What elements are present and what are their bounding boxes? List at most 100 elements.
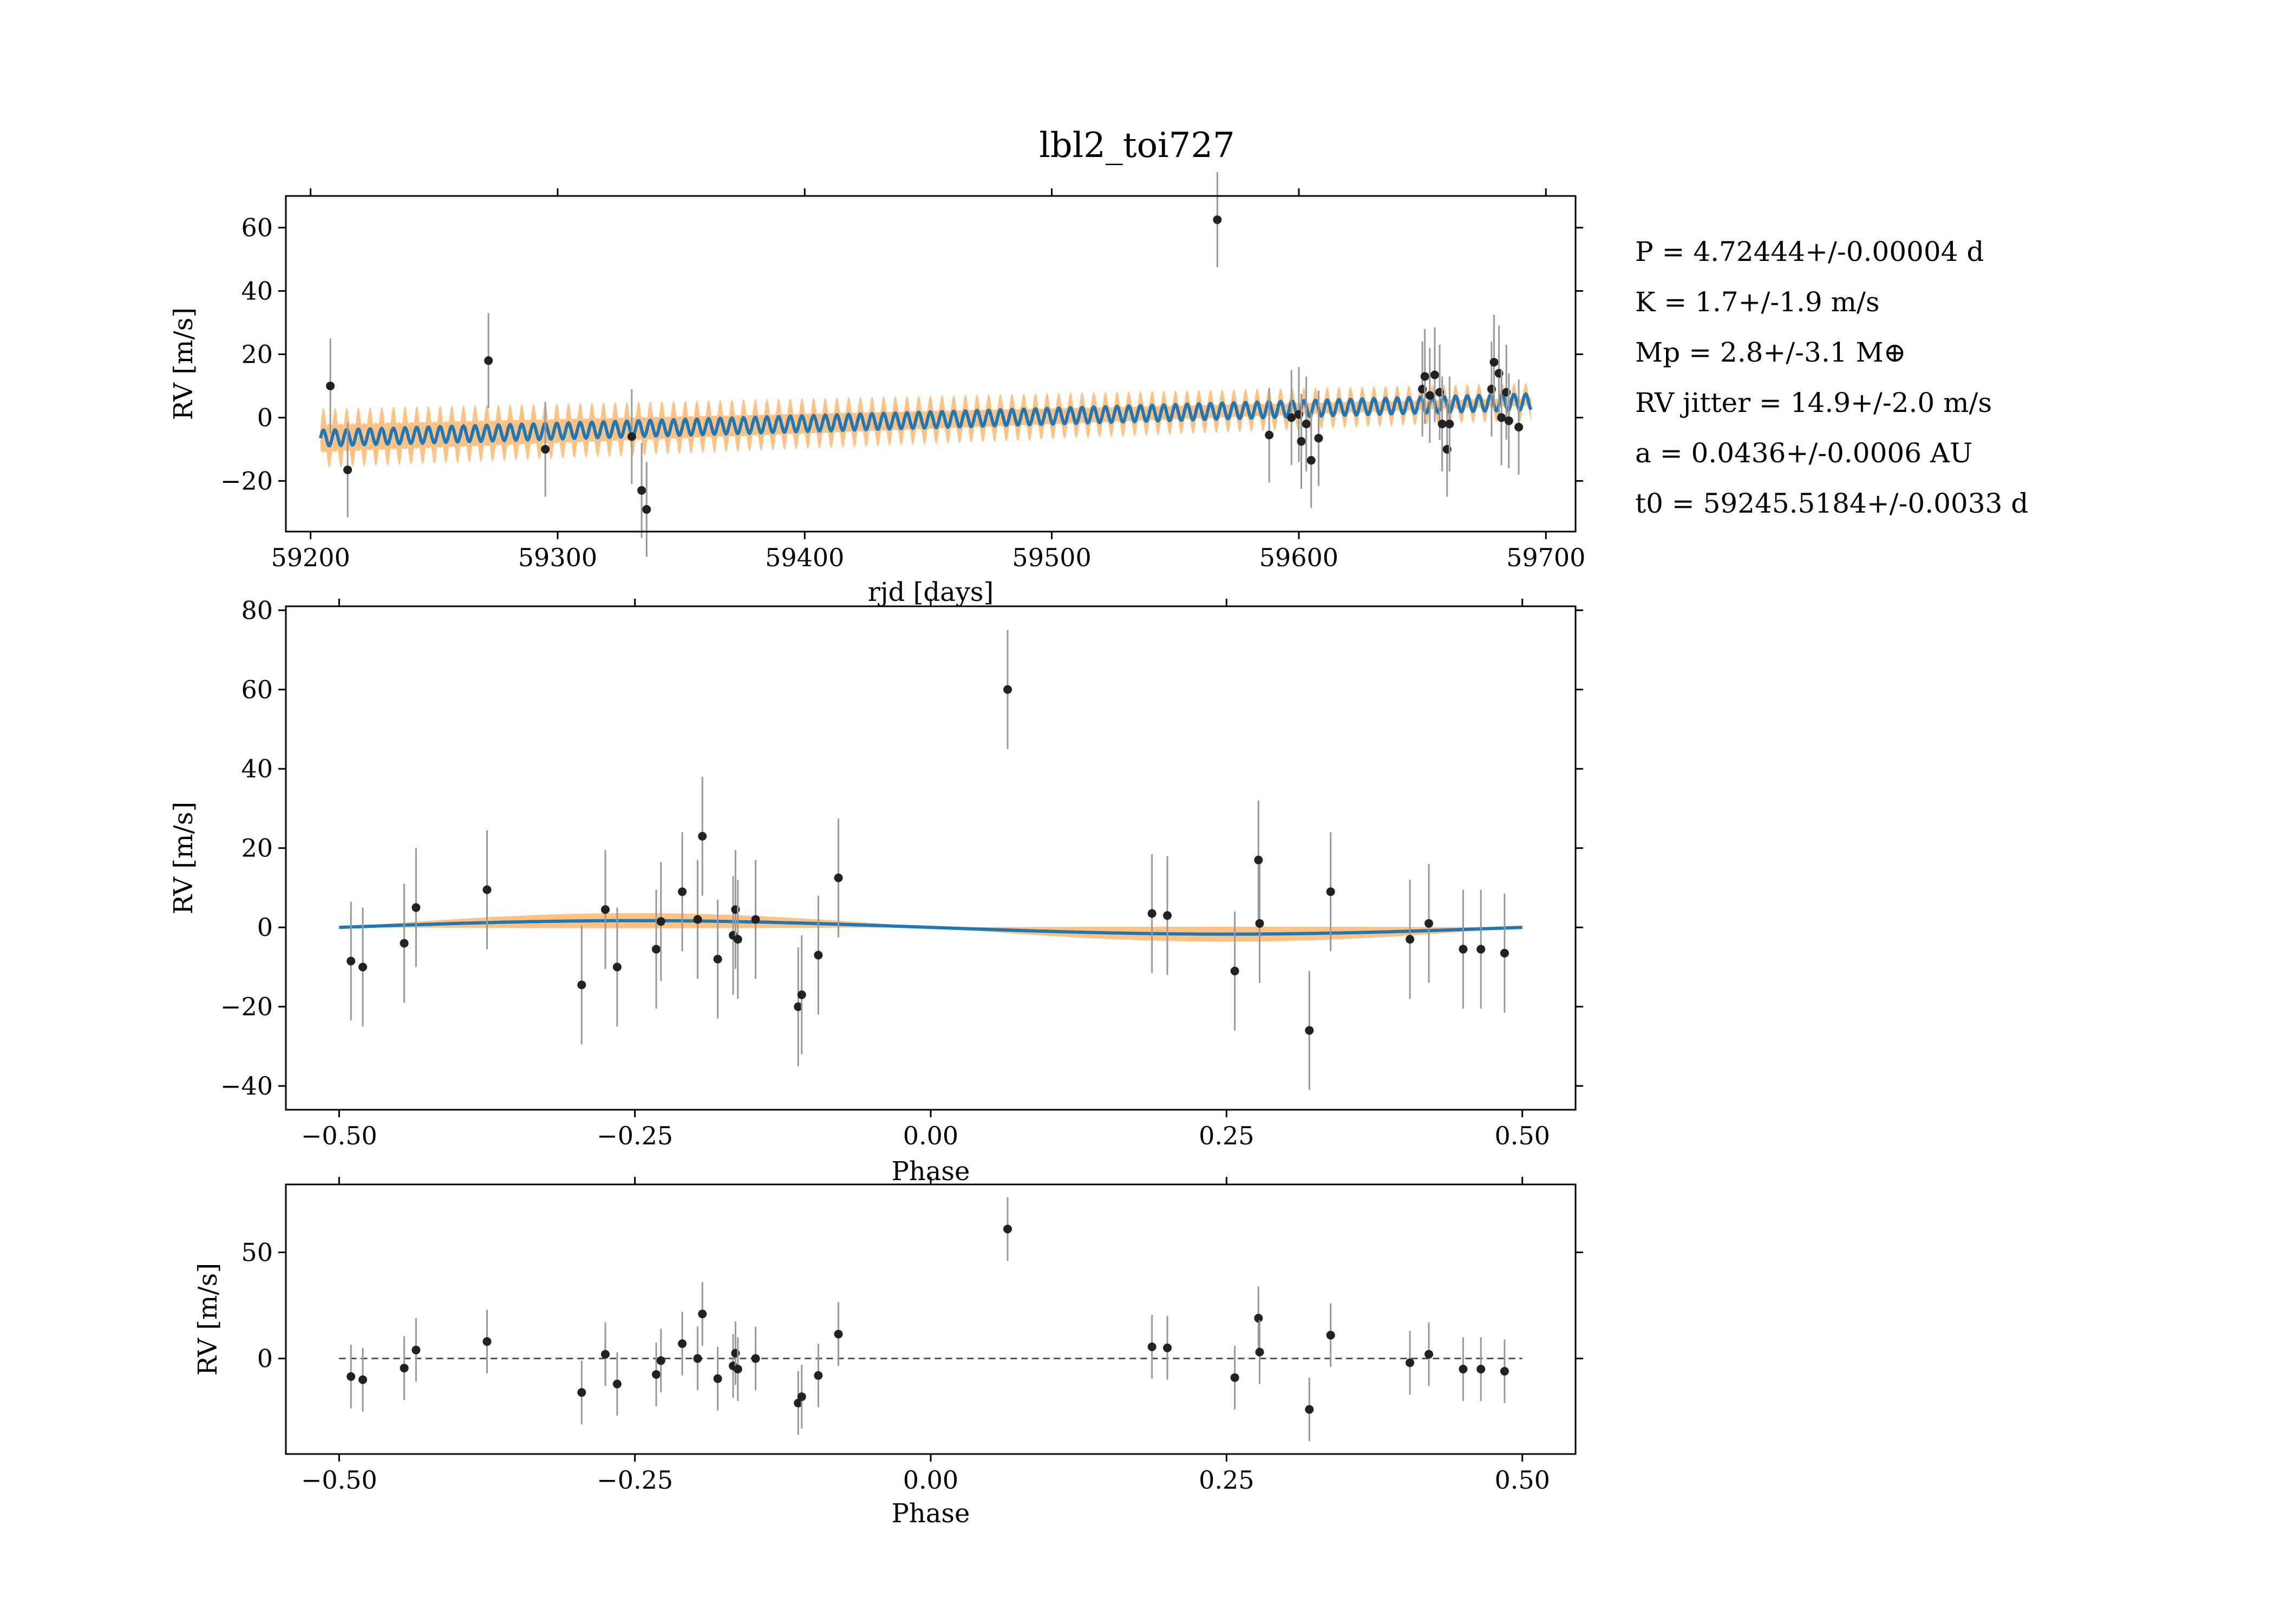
data-point bbox=[612, 962, 622, 972]
data-point bbox=[1497, 413, 1506, 422]
data-point bbox=[814, 951, 823, 960]
data-point bbox=[1302, 420, 1311, 429]
data-point bbox=[678, 1339, 687, 1348]
data-point bbox=[577, 1388, 586, 1397]
data-point bbox=[1430, 370, 1439, 379]
data-point bbox=[656, 917, 665, 926]
data-point bbox=[1326, 887, 1335, 896]
plot-frame bbox=[285, 195, 1577, 533]
x-tick-label: 0.25 bbox=[1199, 1121, 1254, 1150]
data-point bbox=[652, 945, 661, 954]
data-point bbox=[698, 1309, 707, 1319]
data-point bbox=[358, 1375, 368, 1384]
data-point bbox=[601, 905, 610, 914]
data-point bbox=[652, 1370, 661, 1379]
data-point bbox=[797, 990, 806, 999]
parameter-list: P = 4.72444+/-0.00004 d K = 1.7+/-1.9 m/… bbox=[1635, 236, 2028, 519]
data-point bbox=[1420, 372, 1429, 381]
data-point bbox=[400, 1364, 409, 1373]
y-axis-label: RV [m/s] bbox=[168, 802, 199, 914]
data-point bbox=[794, 1002, 803, 1011]
data-point bbox=[411, 903, 421, 912]
data-point bbox=[1255, 1347, 1264, 1357]
data-point bbox=[1424, 1350, 1434, 1359]
y-tick-label: 50 bbox=[241, 1237, 273, 1267]
x-tick-label: 59600 bbox=[1259, 543, 1338, 572]
model-curve bbox=[339, 919, 1522, 936]
data-point bbox=[1306, 456, 1316, 465]
data-point bbox=[797, 1392, 806, 1402]
data-point bbox=[347, 1372, 356, 1381]
data-point bbox=[1406, 1358, 1415, 1367]
data-point bbox=[814, 1371, 823, 1380]
phase-folded-panel: −0.50 −0.25 0.00 0.25 0.50−40−20020406080Pha… bbox=[168, 595, 1583, 1187]
data-point bbox=[698, 831, 707, 841]
residuals-panel: −0.50 −0.25 0.00 0.25 0.50 0 50 Phase RV [m/s] bbox=[193, 1177, 1583, 1529]
data-point bbox=[1305, 1405, 1314, 1414]
param-t0: t0 = 59245.5184+/-0.0033 d bbox=[1635, 488, 2028, 519]
model-curve bbox=[318, 392, 1533, 448]
x-tick-label: −0.25 bbox=[597, 1121, 673, 1150]
data-point bbox=[637, 486, 646, 495]
data-point bbox=[612, 1379, 622, 1389]
data-point bbox=[1297, 437, 1306, 446]
x-tick-label: 59400 bbox=[765, 543, 844, 572]
data-point bbox=[1437, 420, 1447, 429]
data-point bbox=[1476, 1365, 1486, 1374]
y-tick-label: 40 bbox=[241, 754, 273, 783]
data-point bbox=[794, 1398, 803, 1407]
data-point bbox=[834, 873, 843, 882]
y-tick-label: 0 bbox=[257, 1344, 273, 1373]
x-tick-label: −0.50 bbox=[301, 1465, 377, 1495]
data-point bbox=[577, 980, 586, 990]
data-point bbox=[642, 505, 651, 514]
data-point bbox=[693, 915, 702, 924]
x-axis-label: Phase bbox=[892, 1498, 970, 1529]
y-tick-label: −20 bbox=[220, 992, 273, 1021]
data-point bbox=[1230, 1373, 1239, 1382]
data-point bbox=[400, 939, 409, 948]
data-point bbox=[1254, 855, 1263, 865]
data-point bbox=[1163, 911, 1172, 920]
data-point bbox=[1504, 416, 1513, 425]
data-point bbox=[1305, 1026, 1314, 1035]
y-tick-label: 20 bbox=[241, 339, 273, 369]
data-point bbox=[1445, 420, 1454, 429]
data-point bbox=[733, 935, 742, 944]
data-point bbox=[1287, 413, 1296, 422]
data-point bbox=[713, 1374, 722, 1383]
data-point bbox=[601, 1350, 610, 1359]
param-semi-amplitude: K = 1.7+/-1.9 m/s bbox=[1635, 286, 1880, 318]
param-rv-jitter: RV jitter = 14.9+/-2.0 m/s bbox=[1635, 387, 1992, 418]
data-point bbox=[656, 1356, 665, 1365]
data-point bbox=[347, 957, 356, 966]
y-tick-label: 60 bbox=[241, 675, 273, 704]
data-point bbox=[541, 444, 550, 454]
data-point bbox=[482, 1337, 492, 1346]
plot-frame bbox=[285, 605, 1577, 1111]
data-point bbox=[1489, 358, 1499, 367]
plot-frame bbox=[285, 1183, 1577, 1455]
y-tick-label: −20 bbox=[220, 466, 273, 495]
data-point bbox=[713, 954, 722, 964]
data-point bbox=[1500, 1367, 1509, 1376]
param-planet-mass: Mp = 2.8+/-3.1 M⊕ bbox=[1635, 337, 1906, 368]
data-point bbox=[1254, 1314, 1263, 1323]
x-tick-label: −0.50 bbox=[301, 1121, 377, 1150]
data-point bbox=[1230, 966, 1239, 975]
data-point bbox=[1476, 945, 1486, 954]
data-point bbox=[1163, 1343, 1172, 1352]
y-tick-label: 60 bbox=[241, 213, 273, 242]
x-tick-label: 0.25 bbox=[1199, 1465, 1254, 1495]
rv-timeseries-panel: 59200 59300 59400 59500 59600 59700 −20 0 20 40 60… bbox=[168, 172, 1585, 607]
x-tick-label: 0.50 bbox=[1494, 1465, 1550, 1495]
data-point bbox=[482, 885, 492, 894]
data-point bbox=[411, 1345, 421, 1354]
data-point bbox=[1147, 1342, 1156, 1351]
data-point bbox=[1314, 434, 1323, 443]
y-axis-label: RV [m/s] bbox=[168, 307, 199, 420]
data-point bbox=[1147, 909, 1156, 918]
figure-title: lbl2_toi727 bbox=[1039, 126, 1235, 166]
y-axis-label: RV [m/s] bbox=[193, 1263, 223, 1376]
